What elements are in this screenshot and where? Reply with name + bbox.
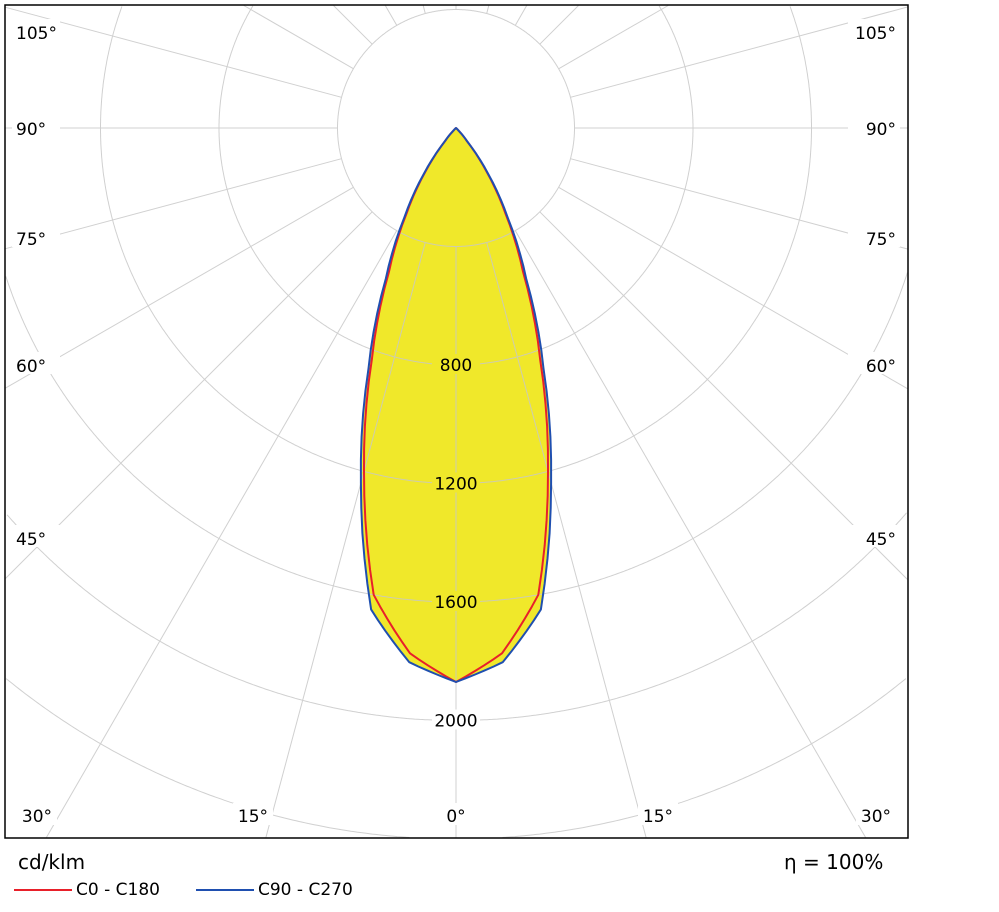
angle-label-bg bbox=[233, 803, 273, 825]
grid-spoke-150 bbox=[514, 5, 528, 26]
angle-label-bottom: 30° bbox=[22, 807, 52, 827]
angle-label-right: 75° bbox=[866, 230, 896, 250]
grid-spoke-120 bbox=[558, 5, 669, 70]
angle-label-left: 60° bbox=[16, 357, 46, 377]
grid-spoke-285 bbox=[5, 158, 342, 250]
angle-label-bottom: 15° bbox=[238, 807, 268, 827]
angle-label-bg bbox=[848, 225, 900, 247]
grid-spoke-135 bbox=[539, 5, 579, 45]
grid-spoke-300 bbox=[5, 186, 354, 389]
angle-label-right: 105° bbox=[855, 24, 896, 44]
unit-label: cd/klm bbox=[18, 850, 86, 874]
grid-spoke-225 bbox=[333, 5, 373, 45]
radial-tick-label: 1200 bbox=[434, 475, 477, 495]
grid-spoke-45 bbox=[539, 211, 908, 580]
grid-spoke-165 bbox=[486, 5, 490, 14]
angle-label-bg bbox=[848, 352, 900, 374]
efficiency-label: η = 100% bbox=[784, 850, 884, 874]
legend-item-c90: C90 - C270 bbox=[196, 880, 353, 900]
angle-label-bg bbox=[638, 803, 678, 825]
angle-label-bg bbox=[17, 803, 57, 825]
angle-label-right: 60° bbox=[866, 357, 896, 377]
series-curve-1 bbox=[359, 127, 553, 683]
angle-label-bg bbox=[12, 352, 60, 374]
angle-label-right: 90° bbox=[866, 120, 896, 140]
angle-label-bottom: 0° bbox=[446, 807, 465, 827]
radial-label-bg bbox=[432, 472, 480, 493]
grid-ring-800 bbox=[218, 5, 694, 366]
angle-label-left: 105° bbox=[16, 24, 57, 44]
angle-label-bg bbox=[12, 525, 60, 547]
grid-spoke-210 bbox=[384, 5, 398, 26]
grid-spoke-30 bbox=[514, 230, 867, 838]
plot-frame bbox=[4, 4, 909, 839]
angle-label-bg bbox=[436, 803, 476, 825]
grid-ring-2000 bbox=[6, 512, 907, 721]
radial-tick-label: 1600 bbox=[434, 593, 477, 613]
grid-spoke-315 bbox=[5, 211, 373, 579]
grid-ring-2400 bbox=[5, 678, 907, 838]
angle-label-bottom: 15° bbox=[643, 807, 673, 827]
grid-ring-1200 bbox=[100, 6, 812, 484]
grid-spoke-240 bbox=[243, 5, 354, 70]
angle-label-left: 75° bbox=[16, 230, 46, 250]
legend-item-c0: C0 - C180 bbox=[14, 880, 160, 900]
angle-label-bg bbox=[12, 19, 60, 41]
legend-label-c90: C90 - C270 bbox=[258, 880, 353, 900]
grid-spoke-195 bbox=[422, 5, 426, 14]
radial-label-bg bbox=[432, 709, 480, 730]
angle-label-bg bbox=[12, 225, 60, 247]
radial-tick-label: 2000 bbox=[434, 712, 477, 732]
grid-spoke-330 bbox=[45, 230, 398, 838]
legend-swatch-c90 bbox=[196, 889, 254, 891]
angle-label-bg bbox=[856, 803, 896, 825]
angle-label-left: 45° bbox=[16, 530, 46, 550]
angle-label-bottom: 30° bbox=[861, 807, 891, 827]
legend-label-c0: C0 - C180 bbox=[76, 880, 160, 900]
grid-spoke-255 bbox=[5, 6, 342, 98]
grid-spoke-345 bbox=[265, 242, 426, 838]
radial-label-bg bbox=[432, 591, 480, 611]
angle-label-right: 45° bbox=[866, 530, 896, 550]
angle-label-bg bbox=[848, 525, 900, 547]
angle-label-left: 90° bbox=[16, 120, 46, 140]
radial-label-bg bbox=[432, 354, 480, 374]
legend-swatch-c0 bbox=[14, 889, 72, 891]
angle-label-bg bbox=[12, 115, 60, 137]
angle-label-bg bbox=[848, 115, 900, 137]
angle-label-bg bbox=[848, 19, 900, 41]
grid-spoke-15 bbox=[486, 242, 647, 838]
radial-tick-label: 800 bbox=[440, 356, 472, 376]
